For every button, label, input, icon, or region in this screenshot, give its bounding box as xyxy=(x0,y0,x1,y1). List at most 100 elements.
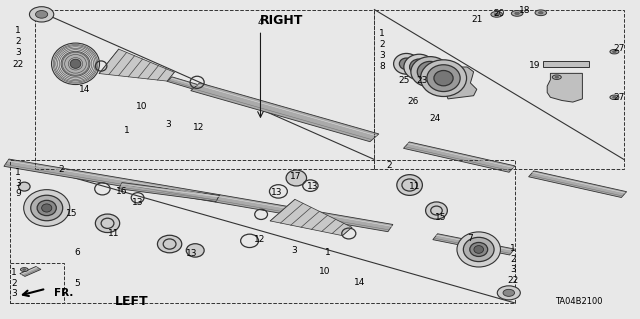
Ellipse shape xyxy=(399,58,413,70)
Text: 3: 3 xyxy=(15,48,20,57)
Ellipse shape xyxy=(186,244,204,257)
Polygon shape xyxy=(167,77,198,89)
Ellipse shape xyxy=(286,170,307,186)
Circle shape xyxy=(535,10,547,16)
Text: LEFT: LEFT xyxy=(115,295,148,308)
Ellipse shape xyxy=(42,204,51,211)
Text: 22: 22 xyxy=(508,276,519,285)
Circle shape xyxy=(612,96,616,98)
Ellipse shape xyxy=(466,239,492,260)
Text: 3: 3 xyxy=(511,265,516,274)
Ellipse shape xyxy=(503,289,515,296)
Ellipse shape xyxy=(420,60,467,96)
Text: 1: 1 xyxy=(511,244,516,253)
Circle shape xyxy=(610,95,619,100)
Text: 13: 13 xyxy=(307,182,318,191)
Text: 3: 3 xyxy=(380,51,385,60)
Polygon shape xyxy=(270,199,352,236)
Text: 3: 3 xyxy=(165,120,170,129)
Text: 19: 19 xyxy=(529,61,540,70)
Ellipse shape xyxy=(426,202,447,219)
Text: 22: 22 xyxy=(12,60,24,69)
Text: 25: 25 xyxy=(399,76,410,85)
Text: 7: 7 xyxy=(468,234,473,243)
Circle shape xyxy=(494,13,499,16)
Text: 12: 12 xyxy=(254,235,266,244)
Ellipse shape xyxy=(497,286,520,300)
Circle shape xyxy=(555,76,559,78)
Ellipse shape xyxy=(42,204,52,212)
Text: 14: 14 xyxy=(79,85,90,94)
Polygon shape xyxy=(20,266,41,277)
Text: 8: 8 xyxy=(380,63,385,71)
Polygon shape xyxy=(191,83,379,142)
Text: 2: 2 xyxy=(511,255,516,263)
Ellipse shape xyxy=(394,54,419,74)
Polygon shape xyxy=(543,61,589,67)
Text: 26: 26 xyxy=(407,97,419,106)
Ellipse shape xyxy=(474,246,483,253)
Text: 13: 13 xyxy=(271,188,282,197)
Circle shape xyxy=(20,268,28,271)
Ellipse shape xyxy=(404,54,435,80)
Polygon shape xyxy=(4,159,220,202)
Polygon shape xyxy=(547,73,582,102)
Ellipse shape xyxy=(95,214,120,233)
Ellipse shape xyxy=(29,7,54,22)
Ellipse shape xyxy=(24,189,70,226)
Circle shape xyxy=(515,12,520,15)
Circle shape xyxy=(23,269,26,270)
Circle shape xyxy=(511,11,523,16)
Polygon shape xyxy=(403,142,515,172)
Text: 13: 13 xyxy=(186,249,198,258)
Circle shape xyxy=(491,11,502,17)
Text: 23: 23 xyxy=(417,76,428,85)
Ellipse shape xyxy=(31,195,63,221)
Text: 10: 10 xyxy=(136,102,148,111)
Ellipse shape xyxy=(51,43,100,85)
Text: 6: 6 xyxy=(74,248,79,257)
Text: FR.: FR. xyxy=(54,288,74,299)
Text: 1: 1 xyxy=(380,29,385,38)
Text: 2: 2 xyxy=(58,165,63,174)
Polygon shape xyxy=(215,195,393,232)
Polygon shape xyxy=(445,67,477,99)
Text: 24: 24 xyxy=(429,114,441,123)
Text: 3: 3 xyxy=(292,246,297,255)
Text: 12: 12 xyxy=(193,123,204,132)
Text: 3: 3 xyxy=(15,179,20,188)
Polygon shape xyxy=(118,182,220,202)
Text: 2: 2 xyxy=(15,37,20,46)
Text: 4: 4 xyxy=(258,18,263,27)
Circle shape xyxy=(610,49,619,54)
Ellipse shape xyxy=(470,242,488,256)
Ellipse shape xyxy=(463,237,494,262)
Text: 1: 1 xyxy=(15,26,20,35)
Text: 20: 20 xyxy=(493,9,505,18)
Text: 2: 2 xyxy=(387,161,392,170)
Ellipse shape xyxy=(19,182,30,191)
Ellipse shape xyxy=(70,59,81,68)
Ellipse shape xyxy=(417,62,443,82)
Ellipse shape xyxy=(434,70,453,86)
Text: 27: 27 xyxy=(614,44,625,53)
Text: 16: 16 xyxy=(116,187,127,196)
Circle shape xyxy=(552,75,561,79)
Text: 1: 1 xyxy=(15,168,20,177)
Text: 18: 18 xyxy=(519,6,531,15)
Text: 21: 21 xyxy=(471,15,483,24)
Ellipse shape xyxy=(457,232,500,267)
Text: TA04B2100: TA04B2100 xyxy=(556,297,603,306)
Circle shape xyxy=(612,51,616,53)
Ellipse shape xyxy=(33,197,61,219)
Polygon shape xyxy=(433,234,515,255)
Text: RIGHT: RIGHT xyxy=(260,14,303,27)
Text: 15: 15 xyxy=(435,213,446,222)
Ellipse shape xyxy=(37,200,56,216)
Text: 3: 3 xyxy=(12,289,17,298)
Text: 11: 11 xyxy=(108,229,120,238)
Text: 1: 1 xyxy=(12,268,17,277)
Ellipse shape xyxy=(61,51,90,76)
Ellipse shape xyxy=(411,56,449,87)
Text: 14: 14 xyxy=(354,278,365,287)
